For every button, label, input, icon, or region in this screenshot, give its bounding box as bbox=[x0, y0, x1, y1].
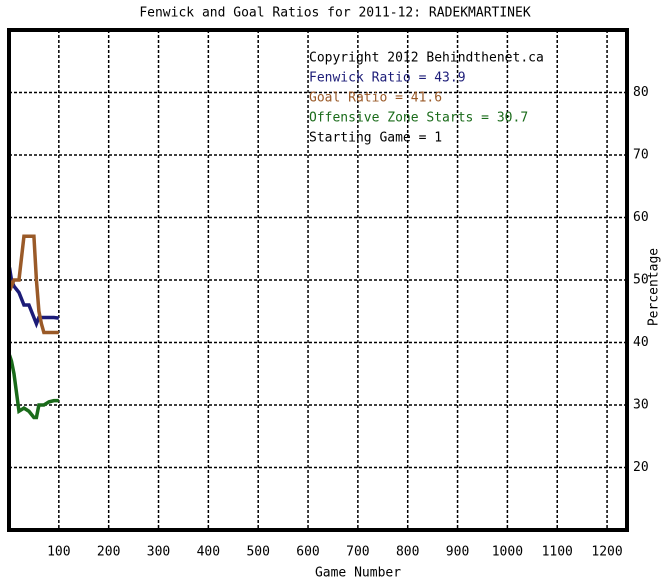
chart-title: Fenwick and Goal Ratios for 2011-12: RAD… bbox=[139, 6, 531, 21]
x-axis-label: Game Number bbox=[315, 566, 401, 580]
x-tick-label: 800 bbox=[396, 545, 419, 560]
x-tick-label: 1200 bbox=[591, 545, 622, 560]
annotation: Starting Game = 1 bbox=[309, 131, 442, 146]
x-tick-label: 1000 bbox=[492, 545, 523, 560]
x-tick-label: 400 bbox=[197, 545, 220, 560]
x-tick-label: 200 bbox=[97, 545, 120, 560]
y-tick-label: 30 bbox=[633, 398, 649, 413]
x-tick-label: 900 bbox=[446, 545, 469, 560]
x-tick-label: 100 bbox=[47, 545, 70, 560]
series-line bbox=[7, 234, 59, 335]
series-line bbox=[7, 354, 59, 420]
y-tick-label: 80 bbox=[633, 85, 649, 100]
plot-border bbox=[7, 28, 629, 532]
y-tick-label: 50 bbox=[633, 273, 649, 288]
y-tick-label: 70 bbox=[633, 148, 649, 163]
legend-entry: Offensive Zone Starts = 30.7 bbox=[309, 111, 528, 126]
annotation: Copyright 2012 Behindthenet.ca bbox=[309, 51, 544, 66]
series-line bbox=[7, 267, 60, 329]
legend-entry: Goal Ratio = 41.6 bbox=[309, 91, 442, 106]
x-tick-label: 500 bbox=[246, 545, 269, 560]
y-axis-label: Percentage bbox=[647, 248, 662, 326]
x-tick-label: 300 bbox=[147, 545, 170, 560]
y-tick-label: 60 bbox=[633, 210, 649, 225]
x-tick-label: 700 bbox=[346, 545, 369, 560]
y-tick-label: 20 bbox=[633, 460, 649, 475]
x-tick-label: 600 bbox=[296, 545, 319, 560]
legend-entry: Fenwick Ratio = 43.9 bbox=[309, 71, 466, 86]
x-tick-label: 1100 bbox=[542, 545, 573, 560]
y-tick-label: 40 bbox=[633, 335, 649, 350]
